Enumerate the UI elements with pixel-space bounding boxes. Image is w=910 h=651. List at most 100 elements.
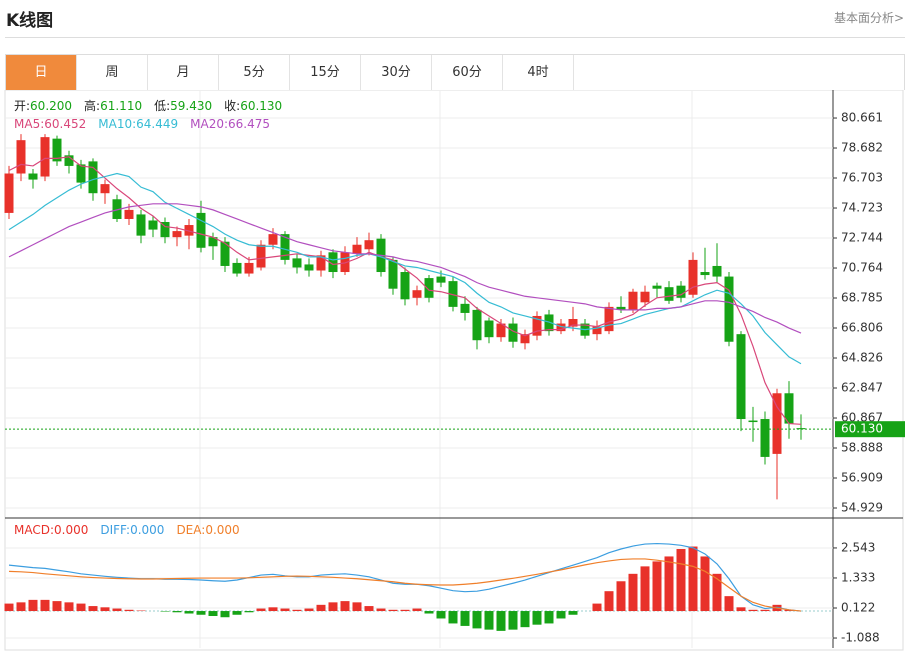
- candle-body: [112, 199, 122, 219]
- macd-bar: [676, 549, 686, 612]
- legend-label: DEA:: [176, 523, 205, 537]
- y-tick-label: 54.929: [841, 501, 883, 515]
- legend-label: 开:: [14, 99, 30, 113]
- y-tick-label: 66.806: [841, 321, 883, 335]
- candle-body: [76, 164, 86, 183]
- macd-bar: [568, 611, 578, 615]
- legend-value: 60.200: [30, 99, 72, 113]
- candle-body: [424, 278, 434, 298]
- candle-body: [40, 137, 50, 177]
- macd-bar: [724, 596, 734, 612]
- macd-bar: [616, 581, 626, 612]
- macd-bar: [208, 611, 218, 616]
- y-tick-label: 2.543: [841, 540, 875, 554]
- y-tick-label: 60.867: [841, 411, 883, 425]
- candle-body: [556, 323, 566, 332]
- chart-frame: [4, 90, 904, 651]
- candle-body: [280, 234, 290, 260]
- candle-body: [748, 420, 758, 423]
- y-tick-label: 76.703: [841, 171, 883, 185]
- legend-value: 59.430: [170, 99, 212, 113]
- legend-item: MA5:60.452: [14, 117, 86, 131]
- candle-body: [460, 303, 470, 313]
- candle-body: [664, 287, 674, 301]
- macd-bar: [100, 607, 110, 612]
- macd-bar: [376, 608, 386, 612]
- macd-bar: [628, 573, 638, 612]
- legend-value: 0.000: [130, 523, 164, 537]
- macd-bar: [28, 599, 38, 612]
- legend-value: 60.130: [240, 99, 282, 113]
- series-line: [8, 156, 802, 425]
- macd-bar: [472, 611, 482, 629]
- candle-body: [772, 393, 782, 454]
- legend-value: 66.475: [228, 117, 270, 131]
- candle-body: [676, 285, 686, 298]
- macd-bar: [604, 591, 614, 612]
- macd-bar: [640, 566, 650, 612]
- tab[interactable]: 15分: [290, 55, 361, 90]
- y-tick-label: 0.122: [841, 601, 875, 615]
- y-tick-label: 78.682: [841, 141, 883, 155]
- macd-bar: [484, 611, 494, 630]
- candle-body: [184, 225, 194, 236]
- candle-body: [160, 222, 170, 238]
- tab[interactable]: 4时: [503, 55, 574, 90]
- macd-bar: [220, 611, 230, 618]
- macd-bar: [688, 546, 698, 612]
- tab[interactable]: 30分: [361, 55, 432, 90]
- series-line: [8, 558, 802, 612]
- macd-bar: [340, 601, 350, 612]
- tab[interactable]: 日: [6, 55, 77, 90]
- tab[interactable]: 周: [77, 55, 148, 90]
- macd-bar: [388, 609, 398, 612]
- macd-bar: [436, 611, 446, 619]
- candle-body: [628, 291, 638, 310]
- candle-body: [568, 319, 578, 327]
- legend-value: 60.452: [44, 117, 86, 131]
- macd-bar: [496, 611, 506, 631]
- candle-body: [64, 155, 74, 166]
- candle-body: [220, 241, 230, 266]
- tab[interactable]: 5分: [219, 55, 290, 90]
- legend-label: 收:: [224, 99, 240, 113]
- candle-body: [496, 323, 506, 338]
- candle-body: [784, 393, 794, 424]
- macd-bar: [592, 603, 602, 612]
- macd-bar: [364, 606, 374, 612]
- macd-bar: [712, 573, 722, 612]
- fundamental-link[interactable]: 基本面分析>: [833, 11, 904, 25]
- candle-body: [316, 255, 326, 271]
- macd-bar: [784, 609, 794, 612]
- series-line: [8, 203, 802, 334]
- candle-body: [28, 173, 38, 180]
- candle-body: [508, 323, 518, 342]
- candle-body: [412, 290, 422, 298]
- candle-body: [256, 244, 266, 268]
- macd-bar: [544, 611, 554, 624]
- legend-value: 64.449: [136, 117, 178, 131]
- candle-body: [688, 259, 698, 295]
- candle-body: [760, 419, 770, 457]
- legend-item: MACD:0.000: [14, 523, 88, 537]
- candle-body: [148, 220, 158, 230]
- macd-bar: [172, 611, 182, 613]
- current-price-label: 60.130: [841, 422, 883, 436]
- tab[interactable]: 月: [148, 55, 219, 90]
- candle-body: [364, 240, 374, 250]
- candle-body: [328, 252, 338, 273]
- macd-bar: [412, 608, 422, 612]
- candle-body: [388, 259, 398, 289]
- macd-bar: [64, 602, 74, 612]
- tab[interactable]: 60分: [432, 55, 503, 90]
- legend-label: 高:: [84, 98, 100, 113]
- macd-bar: [4, 603, 14, 612]
- candle-body: [736, 334, 746, 420]
- y-tick-label: 64.826: [841, 351, 883, 365]
- candle-body: [520, 334, 530, 344]
- title: K线图: [6, 11, 54, 31]
- y-tick-label: 74.723: [841, 201, 883, 215]
- candle-body: [712, 265, 722, 277]
- y-tick-label: 58.888: [841, 441, 883, 455]
- macd-bar: [748, 609, 758, 612]
